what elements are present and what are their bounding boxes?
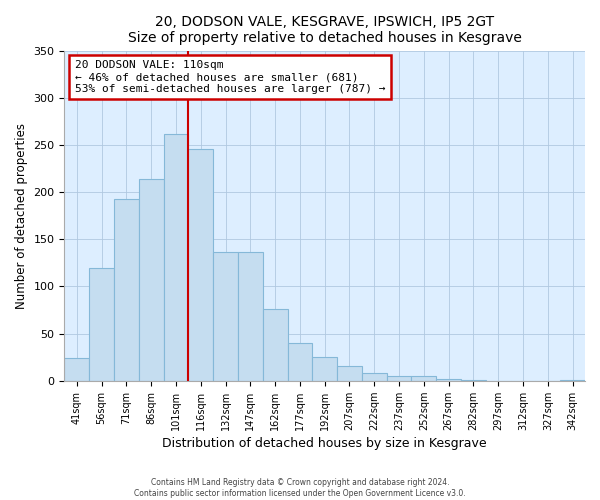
Text: Contains HM Land Registry data © Crown copyright and database right 2024.
Contai: Contains HM Land Registry data © Crown c…: [134, 478, 466, 498]
Bar: [436, 379, 461, 381]
Bar: [89, 268, 114, 381]
Bar: [287, 343, 313, 381]
Bar: [139, 179, 164, 381]
Bar: [188, 148, 213, 381]
Bar: [386, 376, 412, 381]
Title: 20, DODSON VALE, KESGRAVE, IPSWICH, IP5 2GT
Size of property relative to detache: 20, DODSON VALE, KESGRAVE, IPSWICH, IP5 …: [128, 15, 521, 45]
Bar: [114, 198, 139, 381]
Bar: [213, 252, 238, 381]
Text: 20 DODSON VALE: 110sqm
← 46% of detached houses are smaller (681)
53% of semi-de: 20 DODSON VALE: 110sqm ← 46% of detached…: [75, 60, 385, 94]
Bar: [64, 358, 89, 381]
Bar: [164, 134, 188, 381]
Bar: [362, 374, 386, 381]
Y-axis label: Number of detached properties: Number of detached properties: [15, 122, 28, 308]
Bar: [238, 252, 263, 381]
Bar: [412, 376, 436, 381]
X-axis label: Distribution of detached houses by size in Kesgrave: Distribution of detached houses by size …: [163, 437, 487, 450]
Bar: [560, 380, 585, 381]
Bar: [263, 309, 287, 381]
Bar: [313, 357, 337, 381]
Bar: [461, 380, 486, 381]
Bar: [337, 366, 362, 381]
